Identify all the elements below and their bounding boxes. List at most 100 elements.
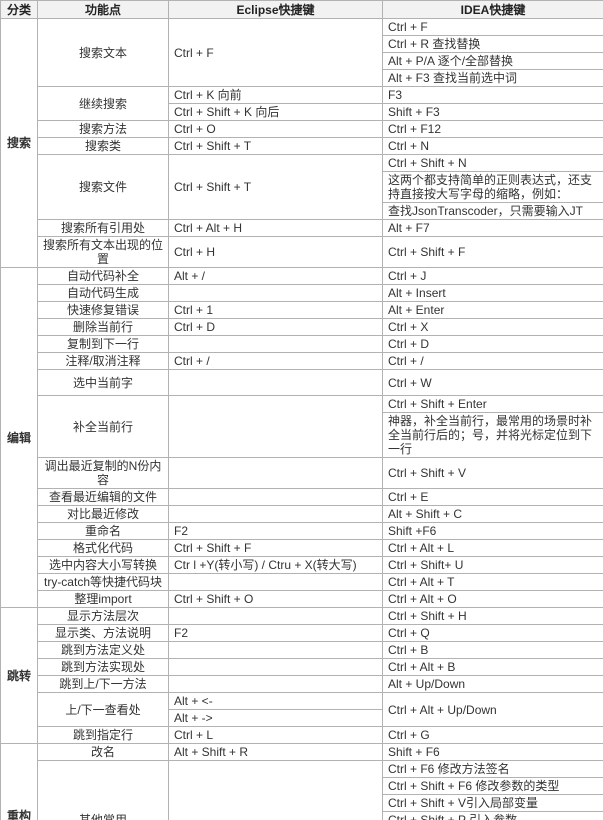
table-row: 显示类、方法说明 F2 Ctrl + Q: [1, 624, 603, 642]
eclipse-cell: [168, 335, 383, 353]
idea-cell: Ctrl + Shift+ U: [382, 556, 603, 574]
table-row: Ctrl + Shift + K 向后 Shift + F3: [1, 103, 603, 121]
idea-cell: F3: [382, 86, 603, 104]
table-row: 跳到方法定义处 Ctrl + B: [1, 641, 603, 659]
eclipse-cell: F2: [168, 624, 383, 642]
idea-cell: Alt + F3 查找当前选中词: [382, 69, 603, 87]
feature-cell: 显示方法层次: [37, 607, 169, 625]
col-header-category: 分类: [0, 0, 38, 19]
eclipse-cell: Ctrl + Shift + T: [168, 137, 383, 155]
feature-cell: try-catch等快捷代码块: [37, 573, 169, 591]
eclipse-cell: Alt + Shift + R: [168, 743, 383, 761]
col-header-eclipse: Eclipse快捷键: [168, 0, 383, 19]
idea-cell: Ctrl + Shift + F: [382, 236, 603, 268]
feature-cell: 搜索所有引用处: [37, 219, 169, 237]
table-row: 查看最近编辑的文件 Ctrl + E: [1, 488, 603, 506]
feature-cell: 跳到指定行: [37, 726, 169, 744]
idea-cell: Shift + F3: [382, 103, 603, 121]
table-row: 调出最近复制的N份内容 Ctrl + Shift + V: [1, 457, 603, 489]
table-row: 这两个都支持简单的正则表达式，还支持直接按大写字母的缩略，例如：: [1, 171, 603, 203]
table-row: 搜索所有文本出现的位置 Ctrl + H Ctrl + Shift + F: [1, 236, 603, 268]
idea-cell: Ctrl + X: [382, 318, 603, 336]
table-row: 搜索类 Ctrl + Shift + T Ctrl + N: [1, 137, 603, 155]
eclipse-cell: Ctr l +Y(转小写) / Ctru + X(转大写): [168, 556, 383, 574]
feature-cell: 复制到下一行: [37, 335, 169, 353]
eclipse-cell: Ctrl + Shift + F: [168, 539, 383, 557]
category-cell: 跳转: [0, 607, 38, 744]
table-row: 跳到方法实现处 Ctrl + Alt + B: [1, 658, 603, 676]
feature-cell: 搜索文本: [37, 18, 169, 87]
idea-cell: Ctrl + /: [382, 352, 603, 370]
table-row: Ctrl + Shift + V引入局部变量: [1, 794, 603, 812]
idea-cell: Alt + F7: [382, 219, 603, 237]
eclipse-cell: Ctrl + H: [168, 236, 383, 268]
idea-cell: 神器，补全当前行，最常用的场景时补全当前行后的；号，并将光标定位到下一行: [382, 412, 603, 458]
eclipse-cell: [168, 658, 383, 676]
idea-cell: Alt + P/A 逐个/全部替换: [382, 52, 603, 70]
table-row: 自动代码生成 Alt + Insert: [1, 284, 603, 302]
category-cell: 搜索: [0, 18, 38, 268]
idea-cell: Ctrl + Alt + O: [382, 590, 603, 608]
idea-cell: Shift + F6: [382, 743, 603, 761]
eclipse-cell: Alt + /: [168, 267, 383, 285]
table-row: 快速修复错误 Ctrl + 1 Alt + Enter: [1, 301, 603, 319]
eclipse-cell: Alt + <-: [168, 692, 383, 710]
feature-cell: 调出最近复制的N份内容: [37, 457, 169, 489]
idea-cell: Ctrl + Shift + V: [382, 457, 603, 489]
idea-cell: Alt + Up/Down: [382, 675, 603, 693]
table-row: 格式化代码 Ctrl + Shift + F Ctrl + Alt + L: [1, 539, 603, 557]
eclipse-cell: [168, 760, 383, 820]
idea-cell: Ctrl + F6 修改方法签名: [382, 760, 603, 778]
feature-cell: 对比最近修改: [37, 505, 169, 523]
table-row: 对比最近修改 Alt + Shift + C: [1, 505, 603, 523]
eclipse-cell: [168, 457, 383, 489]
category-cell: 编辑: [0, 267, 38, 608]
idea-cell: Ctrl + N: [382, 137, 603, 155]
eclipse-cell: [168, 607, 383, 625]
eclipse-cell: [168, 284, 383, 302]
feature-cell: 搜索类: [37, 137, 169, 155]
table-row: 其他常用 Ctrl + F6 修改方法签名: [1, 760, 603, 820]
table-row: 复制到下一行 Ctrl + D: [1, 335, 603, 353]
idea-cell: Ctrl + B: [382, 641, 603, 659]
table-row: 跳到上/下一方法 Alt + Up/Down: [1, 675, 603, 693]
table-row: 注释/取消注释 Ctrl + / Ctrl + /: [1, 352, 603, 370]
idea-cell: Shift +F6: [382, 522, 603, 540]
idea-cell: Ctrl + Alt + Up/Down: [382, 692, 603, 727]
feature-cell: 补全当前行: [37, 395, 169, 458]
idea-cell: Ctrl + Shift + H: [382, 607, 603, 625]
feature-cell: 自动代码生成: [37, 284, 169, 302]
feature-cell: 改名: [37, 743, 169, 761]
idea-cell: Ctrl + Q: [382, 624, 603, 642]
table-row: 搜索文件 Ctrl + Shift + T Ctrl + Shift + N: [1, 154, 603, 220]
table-row: try-catch等快捷代码块 Ctrl + Alt + T: [1, 573, 603, 591]
feature-cell: 格式化代码: [37, 539, 169, 557]
idea-cell: Ctrl + Shift + V引入局部变量: [382, 794, 603, 812]
table-row: 选中内容大小写转换 Ctr l +Y(转小写) / Ctru + X(转大写) Ct…: [1, 556, 603, 574]
idea-cell: Ctrl + F: [382, 18, 603, 36]
feature-cell: 自动代码补全: [37, 267, 169, 285]
feature-cell: 快速修复错误: [37, 301, 169, 319]
idea-cell: 这两个都支持简单的正则表达式，还支持直接按大写字母的缩略，例如：: [382, 171, 603, 203]
col-header-feature: 功能点: [37, 0, 169, 19]
feature-cell: 跳到方法定义处: [37, 641, 169, 659]
eclipse-cell: [168, 573, 383, 591]
idea-cell: Alt + Shift + C: [382, 505, 603, 523]
eclipse-cell: Ctrl + F: [168, 18, 383, 87]
table-row: 跳转 显示方法层次 Ctrl + Shift + H: [0, 607, 603, 744]
eclipse-cell: [168, 675, 383, 693]
table-row: 重命名 F2 Shift +F6: [1, 522, 603, 540]
idea-cell: Ctrl + Alt + B: [382, 658, 603, 676]
idea-cell: Ctrl + Alt + L: [382, 539, 603, 557]
table-row: 补全当前行 Ctrl + Shift + Enter: [1, 395, 603, 458]
table-row: 编辑 自动代码补全 Alt + / Ctrl + J: [0, 267, 603, 608]
table-row: 跳到指定行 Ctrl + L Ctrl + G: [1, 726, 603, 744]
eclipse-cell: Ctrl + D: [168, 318, 383, 336]
eclipse-cell: F2: [168, 522, 383, 540]
eclipse-cell: [168, 395, 383, 458]
table-header-row: 分类 功能点 Eclipse快捷键 IDEA快捷键: [0, 0, 603, 19]
feature-cell: 跳到方法实现处: [37, 658, 169, 676]
eclipse-cell: Ctrl + Shift + T: [168, 154, 383, 220]
idea-cell: Ctrl + Shift + P 引入参数: [382, 811, 603, 820]
idea-cell: Ctrl + Shift + F6 修改参数的类型: [382, 777, 603, 795]
